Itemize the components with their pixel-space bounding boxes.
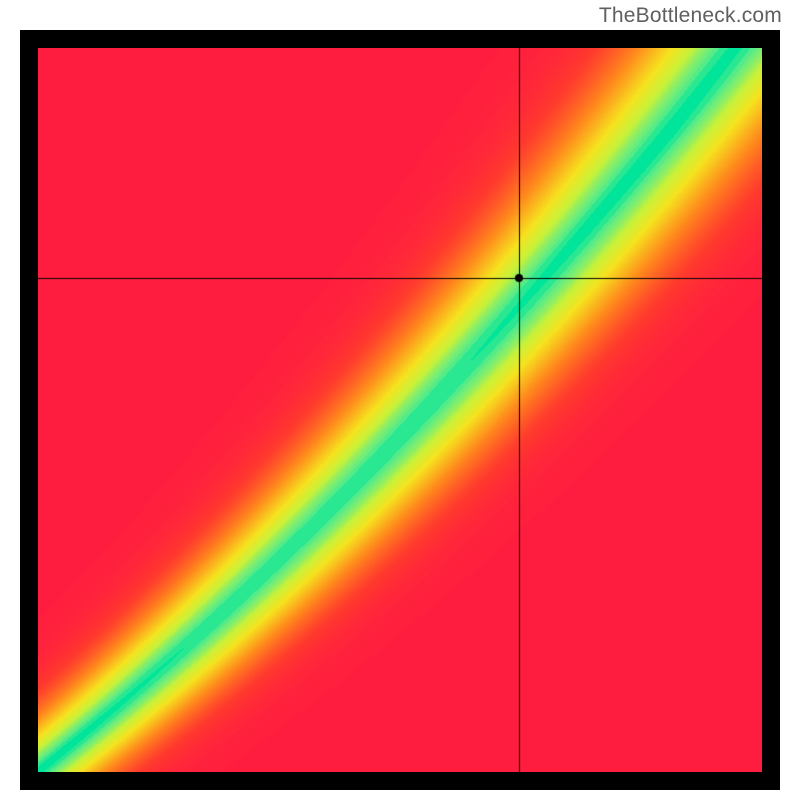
crosshair-overlay [38,48,762,772]
watermark-text: TheBottleneck.com [599,4,782,28]
chart-frame [20,30,780,790]
